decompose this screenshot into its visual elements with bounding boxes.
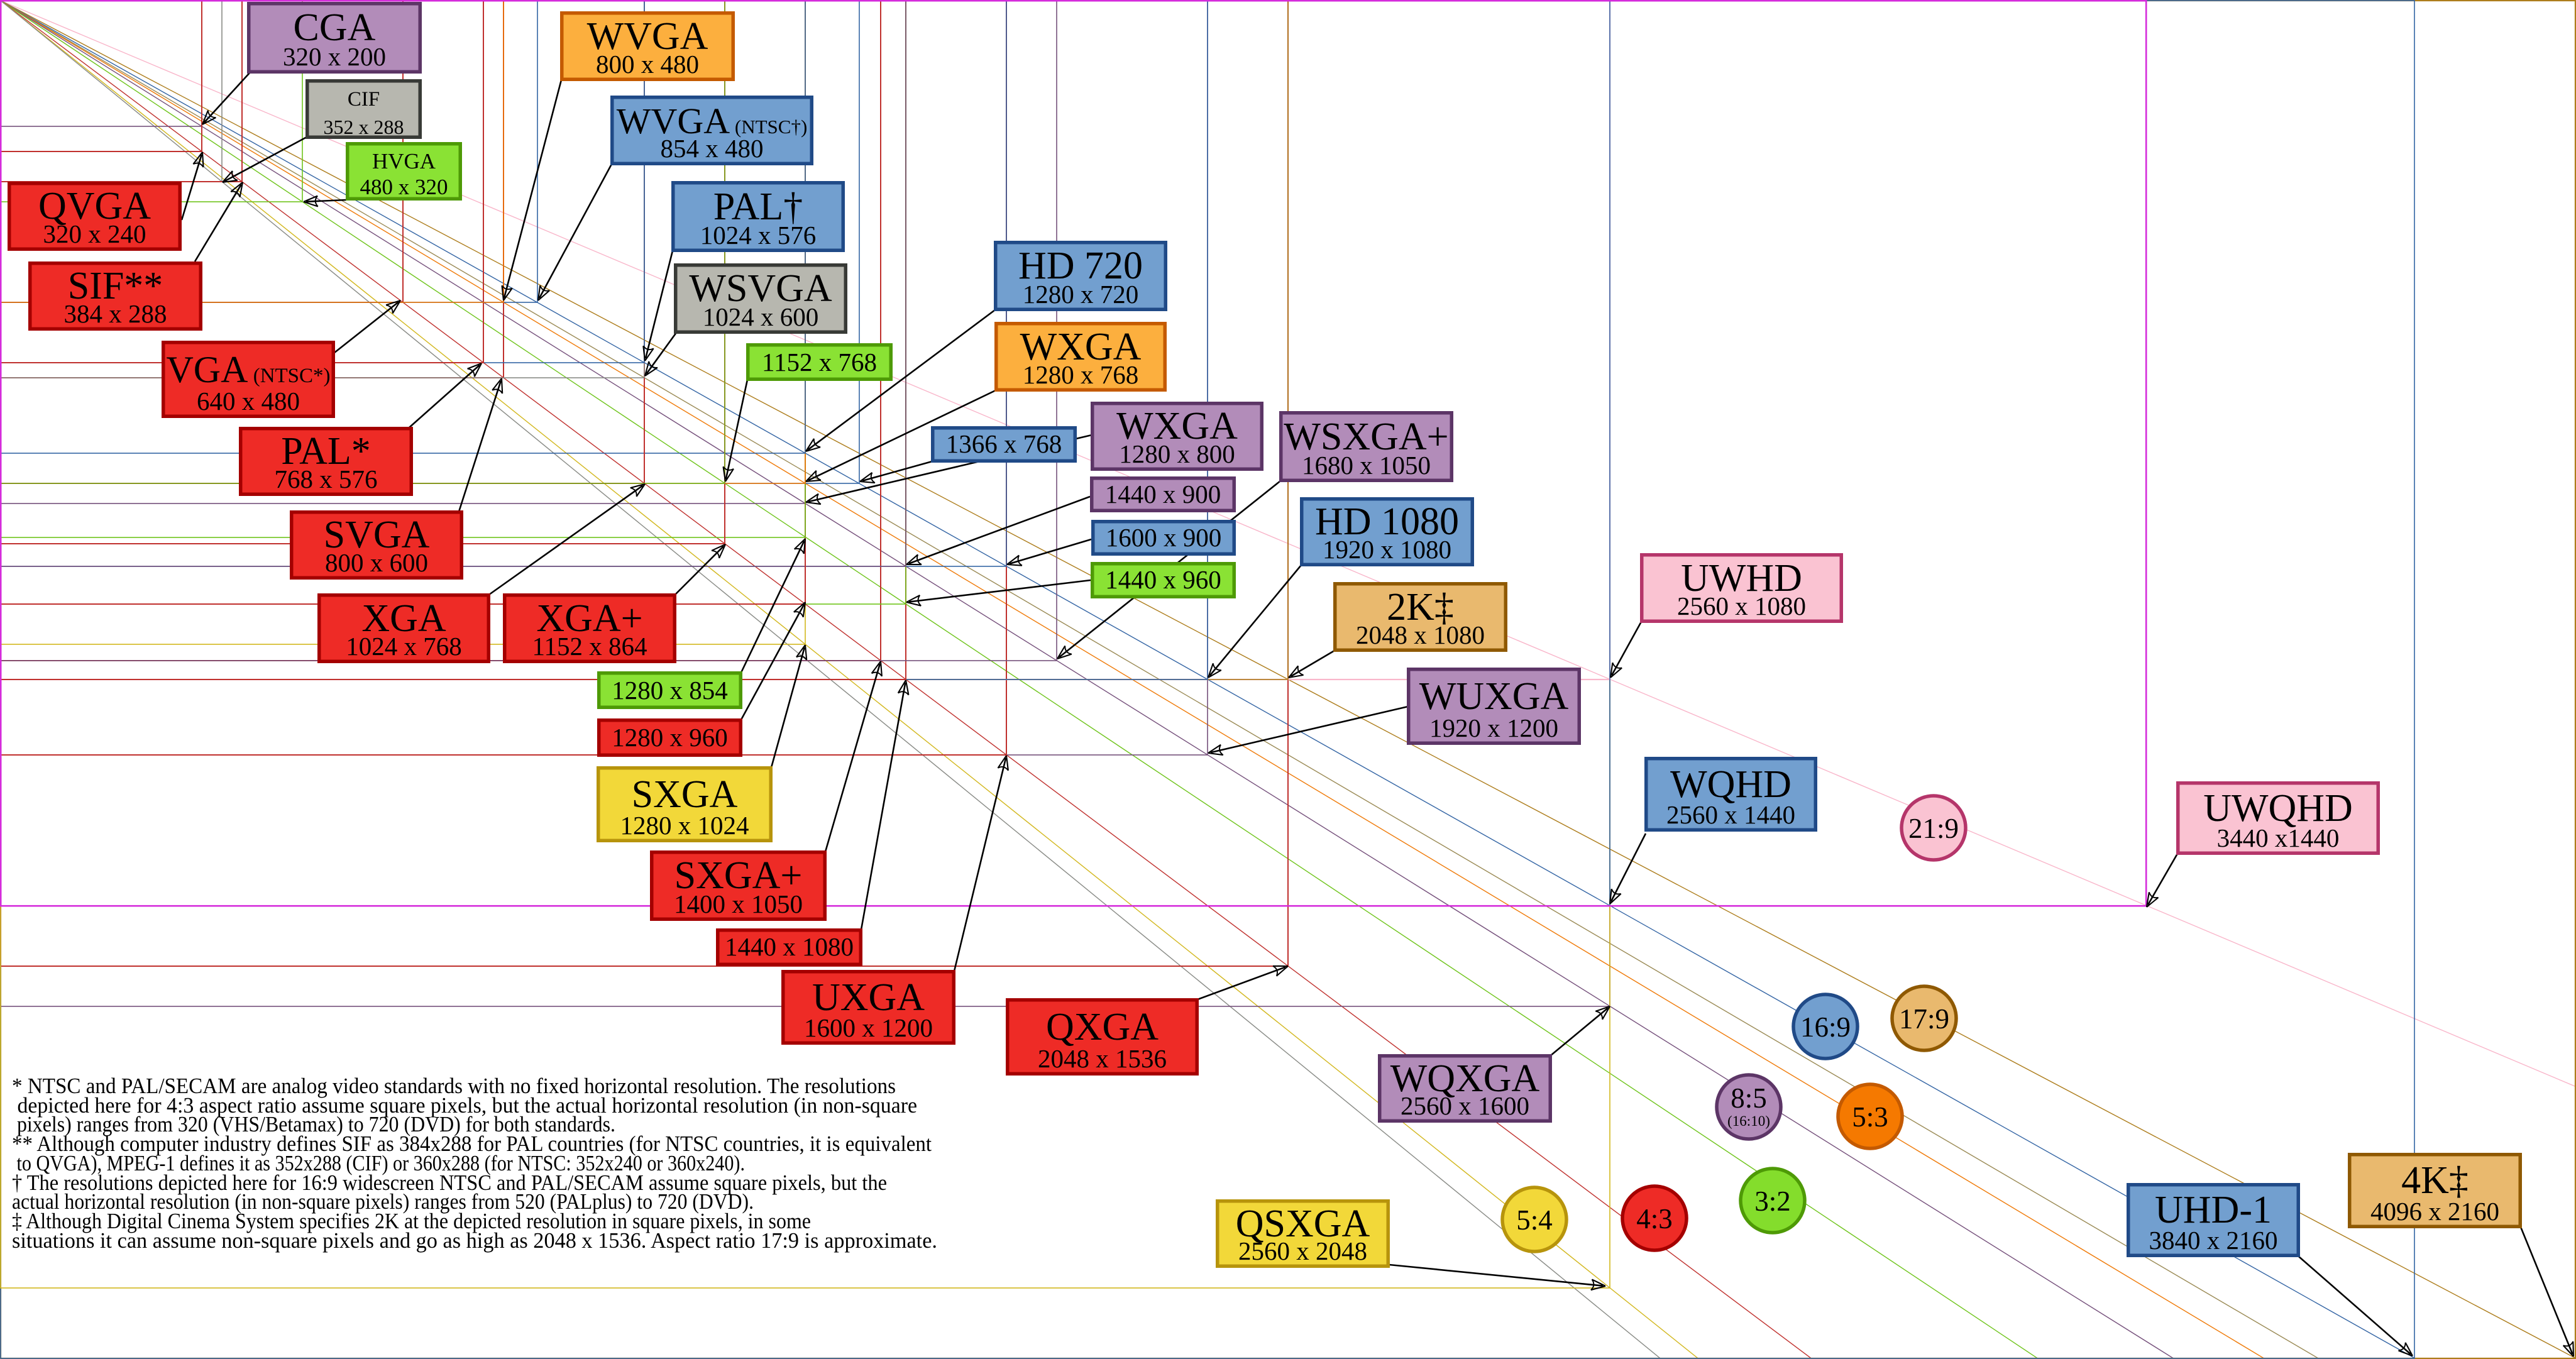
- svg-text:‡ Although Digital Cinema Syst: ‡ Although Digital Cinema System specifi…: [12, 1209, 811, 1233]
- svg-text:situations it can assume non-s: situations it can assume non-square pixe…: [12, 1228, 937, 1253]
- svg-text:VGA (NTSC*): VGA (NTSC*): [166, 349, 330, 390]
- svg-text:1920 x 1080: 1920 x 1080: [1323, 535, 1451, 564]
- svg-text:320 x 200: 320 x 200: [283, 42, 386, 71]
- svg-text:384 x 288: 384 x 288: [64, 299, 167, 328]
- svg-text:UWHD: UWHD: [1681, 557, 1802, 600]
- svg-text:WXGA: WXGA: [1020, 326, 1142, 368]
- svg-text:SIF**: SIF**: [68, 265, 163, 307]
- svg-text:UXGA: UXGA: [812, 976, 925, 1019]
- svg-text:2048 x 1080: 2048 x 1080: [1356, 620, 1485, 649]
- svg-text:1280 x 720: 1280 x 720: [1023, 280, 1139, 309]
- svg-text:† The resolutions depicted her: † The resolutions depicted here for 16:9…: [12, 1170, 887, 1195]
- svg-text:320 x 240: 320 x 240: [43, 219, 146, 248]
- svg-text:4096 x 2160: 4096 x 2160: [2370, 1197, 2499, 1226]
- svg-text:1440 x 1080: 1440 x 1080: [725, 932, 854, 961]
- svg-text:854 x 480: 854 x 480: [661, 134, 764, 163]
- svg-text:WUXGA: WUXGA: [1419, 675, 1569, 718]
- svg-text:WVGA (NTSC†): WVGA (NTSC†): [617, 101, 808, 141]
- svg-text:2K‡: 2K‡: [1387, 586, 1454, 629]
- svg-text:5:3: 5:3: [1852, 1101, 1888, 1133]
- svg-text:* NTSC and PAL/SECAM are analo: * NTSC and PAL/SECAM are analog video st…: [12, 1074, 896, 1098]
- svg-text:1440 x 900: 1440 x 900: [1105, 480, 1221, 509]
- svg-text:** Although computer industry: ** Although computer industry defines SI…: [12, 1131, 932, 1156]
- svg-text:21:9: 21:9: [1908, 813, 1959, 844]
- svg-text:1280 x 768: 1280 x 768: [1023, 360, 1139, 389]
- svg-text:HVGA: HVGA: [372, 149, 436, 173]
- svg-text:PAL*: PAL*: [281, 430, 370, 473]
- svg-text:2560 x 2048: 2560 x 2048: [1238, 1236, 1367, 1265]
- svg-text:UWQHD: UWQHD: [2203, 787, 2353, 830]
- svg-text:1024 x 576: 1024 x 576: [700, 221, 817, 250]
- svg-text:WQHD: WQHD: [1670, 763, 1792, 806]
- svg-text:1152 x 864: 1152 x 864: [532, 632, 647, 661]
- svg-text:1280 x 854: 1280 x 854: [612, 676, 728, 705]
- svg-text:HD 720: HD 720: [1018, 245, 1143, 287]
- svg-text:480 x 320: 480 x 320: [360, 175, 448, 199]
- svg-text:2560 x 1440: 2560 x 1440: [1666, 800, 1795, 829]
- svg-text:16:9: 16:9: [1800, 1011, 1851, 1043]
- svg-text:1600 x 900: 1600 x 900: [1106, 523, 1222, 552]
- svg-text:1280 x 800: 1280 x 800: [1119, 439, 1235, 468]
- svg-text:800 x 600: 800 x 600: [325, 548, 428, 577]
- svg-text:1400 x 1050: 1400 x 1050: [674, 889, 803, 918]
- svg-text:1024 x 600: 1024 x 600: [703, 302, 819, 331]
- svg-text:4:3: 4:3: [1636, 1203, 1673, 1235]
- svg-text:WXGA: WXGA: [1116, 405, 1238, 448]
- svg-text:352 x 288: 352 x 288: [324, 116, 404, 138]
- svg-text:640 x 480: 640 x 480: [197, 387, 300, 415]
- svg-text:actual horizontal resolution (: actual horizontal resolution (in non-squ…: [12, 1189, 754, 1214]
- svg-text:QXGA: QXGA: [1046, 1006, 1159, 1048]
- svg-text:1024 x 768: 1024 x 768: [346, 632, 462, 661]
- svg-text:3:2: 3:2: [1754, 1186, 1791, 1217]
- svg-text:2048 x 1536: 2048 x 1536: [1038, 1044, 1167, 1073]
- svg-text:WQXGA: WQXGA: [1390, 1057, 1540, 1100]
- svg-text:QSXGA: QSXGA: [1236, 1202, 1370, 1245]
- svg-text:5:4: 5:4: [1516, 1204, 1553, 1236]
- svg-text:XGA+: XGA+: [536, 597, 642, 640]
- svg-text:depicted here for 4:3 aspect r: depicted here for 4:3 aspect ratio assum…: [12, 1093, 917, 1118]
- svg-text:PAL†: PAL†: [713, 185, 803, 228]
- svg-text:17:9: 17:9: [1899, 1003, 1949, 1035]
- svg-text:XGA: XGA: [361, 597, 446, 640]
- svg-text:4K‡: 4K‡: [2401, 1159, 2469, 1202]
- svg-text:SVGA: SVGA: [324, 514, 430, 556]
- svg-text:(16:10): (16:10): [1727, 1113, 1770, 1129]
- svg-text:QVGA: QVGA: [38, 185, 151, 228]
- svg-text:1920 x 1200: 1920 x 1200: [1429, 713, 1558, 742]
- svg-text:3440 x1440: 3440 x1440: [2217, 823, 2340, 852]
- svg-text:1366 x 768: 1366 x 768: [946, 429, 1062, 458]
- svg-text:SXGA+: SXGA+: [674, 854, 803, 897]
- svg-text:SXGA: SXGA: [632, 773, 738, 816]
- svg-text:1152 x 768: 1152 x 768: [762, 348, 877, 377]
- svg-text:pixels) ranges from 320 (VHS/B: pixels) ranges from 320 (VHS/Betamax) to…: [12, 1112, 615, 1136]
- svg-text:1280 x 960: 1280 x 960: [612, 723, 728, 752]
- svg-text:WSVGA: WSVGA: [689, 267, 832, 310]
- svg-text:8:5: 8:5: [1731, 1082, 1767, 1114]
- svg-text:768 x 576: 768 x 576: [275, 465, 378, 493]
- svg-text:WVGA: WVGA: [587, 15, 708, 58]
- svg-text:HD 1080: HD 1080: [1315, 500, 1459, 543]
- svg-text:1440 x 960: 1440 x 960: [1105, 565, 1221, 594]
- svg-text:3840 x 2160: 3840 x 2160: [2149, 1226, 2278, 1255]
- svg-text:to QVGA), MPEG-1 defines it as: to QVGA), MPEG-1 defines it as 352x288 (…: [12, 1151, 745, 1175]
- svg-text:800 x 480: 800 x 480: [596, 50, 699, 79]
- svg-text:CIF: CIF: [348, 88, 380, 111]
- svg-text:2560 x 1080: 2560 x 1080: [1677, 591, 1806, 620]
- svg-text:1280 x 1024: 1280 x 1024: [620, 811, 749, 840]
- svg-text:1600 x 1200: 1600 x 1200: [804, 1013, 933, 1042]
- svg-text:1680 x 1050: 1680 x 1050: [1302, 451, 1431, 480]
- svg-text:UHD-1: UHD-1: [2155, 1189, 2272, 1231]
- svg-text:2560 x 1600: 2560 x 1600: [1401, 1091, 1529, 1120]
- svg-text:WSXGA+: WSXGA+: [1284, 415, 1448, 458]
- svg-text:CGA: CGA: [294, 6, 376, 49]
